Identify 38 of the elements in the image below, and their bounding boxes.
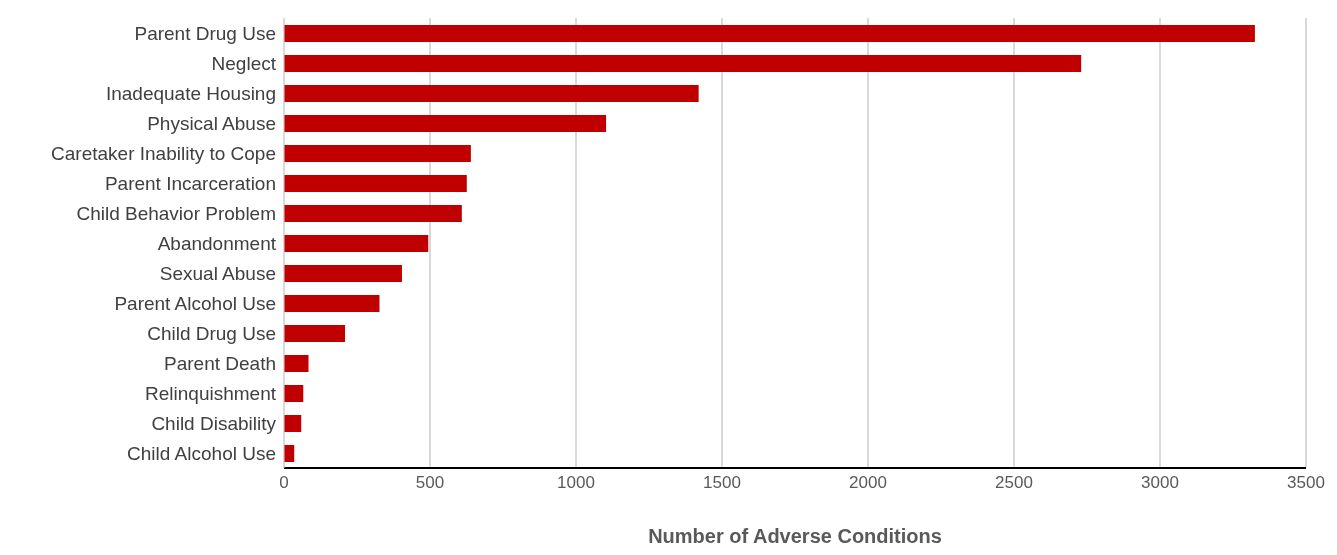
bar [284, 415, 302, 432]
y-tick-label: Parent Alcohol Use [114, 292, 276, 314]
bar [284, 55, 1082, 72]
y-tick-label: Child Drug Use [147, 322, 276, 344]
bar [284, 25, 1255, 42]
y-tick-label: Parent Death [164, 352, 276, 374]
bar [284, 115, 607, 132]
bar [284, 385, 304, 402]
bar [284, 355, 309, 372]
bar [284, 205, 462, 222]
y-tick-label: Neglect [211, 52, 277, 74]
y-tick-label: Sexual Abuse [159, 262, 276, 284]
x-axis-title: Number of Adverse Conditions [648, 525, 942, 547]
x-tick-label: 500 [415, 473, 445, 493]
y-tick-label: Abandonment [157, 232, 277, 254]
y-tick-label: Child Disability [151, 412, 277, 434]
y-tick-label: Child Alcohol Use [127, 442, 276, 464]
bar [284, 175, 467, 192]
bar [284, 235, 429, 252]
bar [284, 265, 402, 282]
y-tick-label: Relinquishment [145, 382, 277, 404]
x-tick-label: 3000 [1141, 473, 1179, 493]
x-tick-label: 3500 [1287, 473, 1325, 493]
x-tick-label: 1000 [557, 473, 595, 493]
y-tick-label: Parent Incarceration [104, 172, 276, 194]
x-tick-label: 1500 [703, 473, 741, 493]
y-tick-label: Physical Abuse [147, 112, 276, 134]
y-tick-label: Parent Drug Use [134, 22, 276, 44]
bar [284, 325, 346, 342]
y-tick-label: Child Behavior Problem [76, 202, 276, 224]
x-tick-label: 2000 [849, 473, 887, 493]
bar [284, 85, 699, 102]
bar [284, 145, 471, 162]
x-tick-label: 2500 [995, 473, 1033, 493]
y-tick-label: Inadequate Housing [105, 82, 276, 104]
x-tick-label: 0 [279, 473, 289, 493]
bar [284, 295, 380, 312]
y-tick-label: Caretaker Inability to Cope [51, 142, 276, 164]
